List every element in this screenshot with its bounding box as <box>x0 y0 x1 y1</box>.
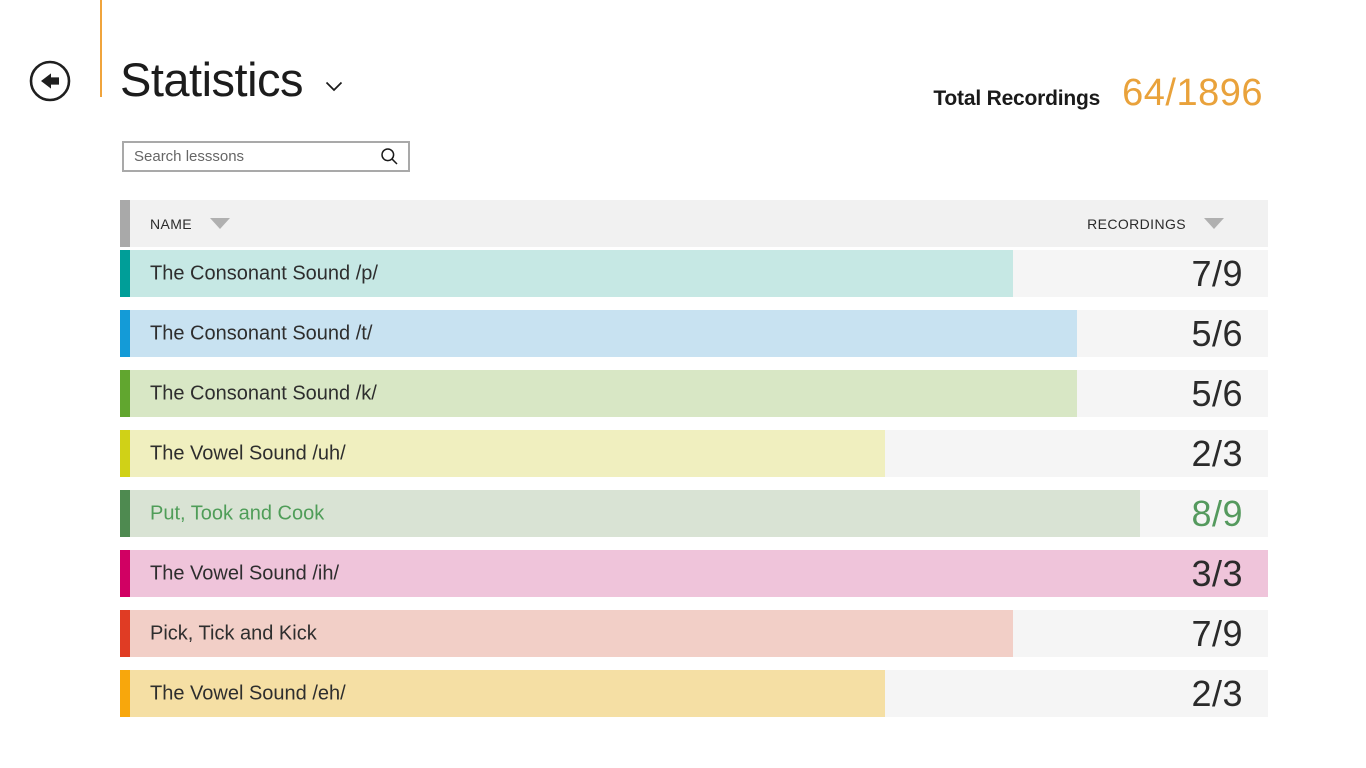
column-label-recordings: RECORDINGS <box>1087 215 1186 232</box>
lesson-name: The Vowel Sound /eh/ <box>150 682 346 704</box>
table-header: NAME RECORDINGS <box>120 200 1268 247</box>
lesson-name: The Consonant Sound /t/ <box>150 322 373 344</box>
search-box[interactable] <box>122 141 410 172</box>
row-accent-bar <box>120 490 130 537</box>
lesson-row[interactable]: The Vowel Sound /uh/ 2/3 <box>120 430 1268 477</box>
sort-arrow-icon <box>210 218 231 229</box>
back-arrow-icon <box>29 60 71 102</box>
column-header-recordings[interactable]: RECORDINGS <box>1087 216 1224 232</box>
lesson-name: Pick, Tick and Kick <box>150 622 317 644</box>
sort-arrow-icon <box>1204 218 1224 229</box>
chevron-down-icon[interactable] <box>325 81 343 92</box>
page-title: Statistics <box>120 53 304 106</box>
search-input[interactable] <box>124 148 380 165</box>
column-header-name[interactable]: NAME <box>150 215 231 232</box>
lesson-row[interactable]: The Consonant Sound /t/ 5/6 <box>120 310 1268 357</box>
lesson-name: Put, Took and Cook <box>150 502 325 524</box>
progress-fill <box>120 310 1077 357</box>
total-recordings-label: Total Recordings <box>933 87 1101 110</box>
header-accent-bar <box>120 200 130 247</box>
progress-fill <box>120 250 1013 297</box>
lesson-row[interactable]: Put, Took and Cook 8/9 <box>120 490 1268 537</box>
column-label-name: NAME <box>150 215 193 232</box>
lesson-name: The Vowel Sound /uh/ <box>150 442 346 464</box>
progress-fill <box>120 610 1013 657</box>
row-accent-bar <box>120 250 130 297</box>
progress-fill <box>120 550 1268 597</box>
recordings-count: 7/9 <box>1191 252 1243 294</box>
row-accent-bar <box>120 370 130 417</box>
progress-fill <box>120 670 886 717</box>
progress-fill <box>120 370 1077 417</box>
recordings-count: 5/6 <box>1191 312 1243 354</box>
lesson-name: The Consonant Sound /k/ <box>150 382 377 404</box>
recordings-count: 3/3 <box>1191 552 1243 594</box>
lesson-name: The Vowel Sound /ih/ <box>150 562 340 584</box>
progress-fill <box>120 490 1141 537</box>
row-accent-bar <box>120 430 130 477</box>
row-accent-bar <box>120 610 130 657</box>
progress-fill <box>120 430 886 477</box>
recordings-count: 2/3 <box>1191 672 1243 714</box>
total-recordings: Total Recordings 64/1896 <box>933 72 1263 115</box>
recordings-count: 7/9 <box>1191 612 1243 654</box>
lesson-row[interactable]: The Vowel Sound /ih/ 3/3 <box>120 550 1268 597</box>
lesson-row[interactable]: The Vowel Sound /eh/ 2/3 <box>120 670 1268 717</box>
table-body: The Consonant Sound /p/ 7/9 The Consonan… <box>120 250 1268 717</box>
row-accent-bar <box>120 310 130 357</box>
row-accent-bar <box>120 550 130 597</box>
recordings-count: 5/6 <box>1191 372 1243 414</box>
lesson-row[interactable]: Pick, Tick and Kick 7/9 <box>120 610 1268 657</box>
recordings-count: 8/9 <box>1191 492 1243 534</box>
lessons-table: NAME RECORDINGS The Consonant Sound /p/ … <box>120 200 1268 717</box>
search-icon[interactable] <box>380 147 399 166</box>
accent-line <box>100 0 102 97</box>
lesson-name: The Consonant Sound /p/ <box>150 262 378 284</box>
back-button[interactable] <box>29 60 71 102</box>
recordings-count: 2/3 <box>1191 432 1243 474</box>
total-recordings-value: 64/1896 <box>1122 72 1263 114</box>
lesson-row[interactable]: The Consonant Sound /p/ 7/9 <box>120 250 1268 297</box>
row-accent-bar <box>120 670 130 717</box>
lesson-row[interactable]: The Consonant Sound /k/ 5/6 <box>120 370 1268 417</box>
page-header: Statistics <box>120 51 343 110</box>
